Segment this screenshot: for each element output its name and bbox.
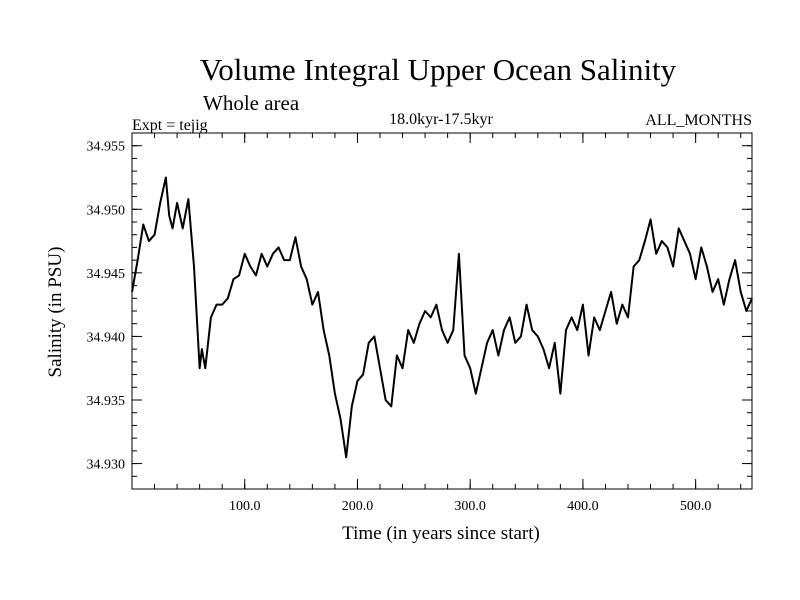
tick-labels: 100.0 200.0 300.0 400.0 500.0 34.930 34.935 34.… (87, 140, 712, 514)
chart-title: Volume Integral Upper Ocean Salinity (200, 52, 677, 87)
y-tick-label: 34.930 (87, 458, 126, 473)
x-tick-label: 200.0 (342, 499, 374, 514)
y-tick-label: 34.945 (87, 267, 126, 282)
months-label: ALL_MONTHS (645, 112, 752, 129)
axis-ticks (132, 133, 752, 489)
y-tick-label: 34.955 (87, 140, 126, 155)
x-tick-label: 100.0 (229, 499, 261, 514)
y-tick-label: 34.935 (87, 394, 126, 409)
plot-frame (131, 132, 753, 490)
experiment-label: Expt = tejig (132, 117, 208, 134)
y-tick-label: 34.940 (87, 330, 126, 345)
x-tick-label: 400.0 (567, 499, 599, 514)
x-axis-label: Time (in years since start) (342, 523, 540, 544)
y-tick-label: 34.950 (87, 203, 126, 218)
x-tick-label: 300.0 (454, 499, 486, 514)
period-label: 18.0kyr-17.5kyr (389, 111, 493, 128)
y-axis-label: Salinity (in PSU) (45, 247, 66, 378)
x-tick-label: 500.0 (680, 499, 712, 514)
salinity-series-line (131, 176, 753, 459)
chart-subtitle: Whole area (203, 91, 300, 115)
